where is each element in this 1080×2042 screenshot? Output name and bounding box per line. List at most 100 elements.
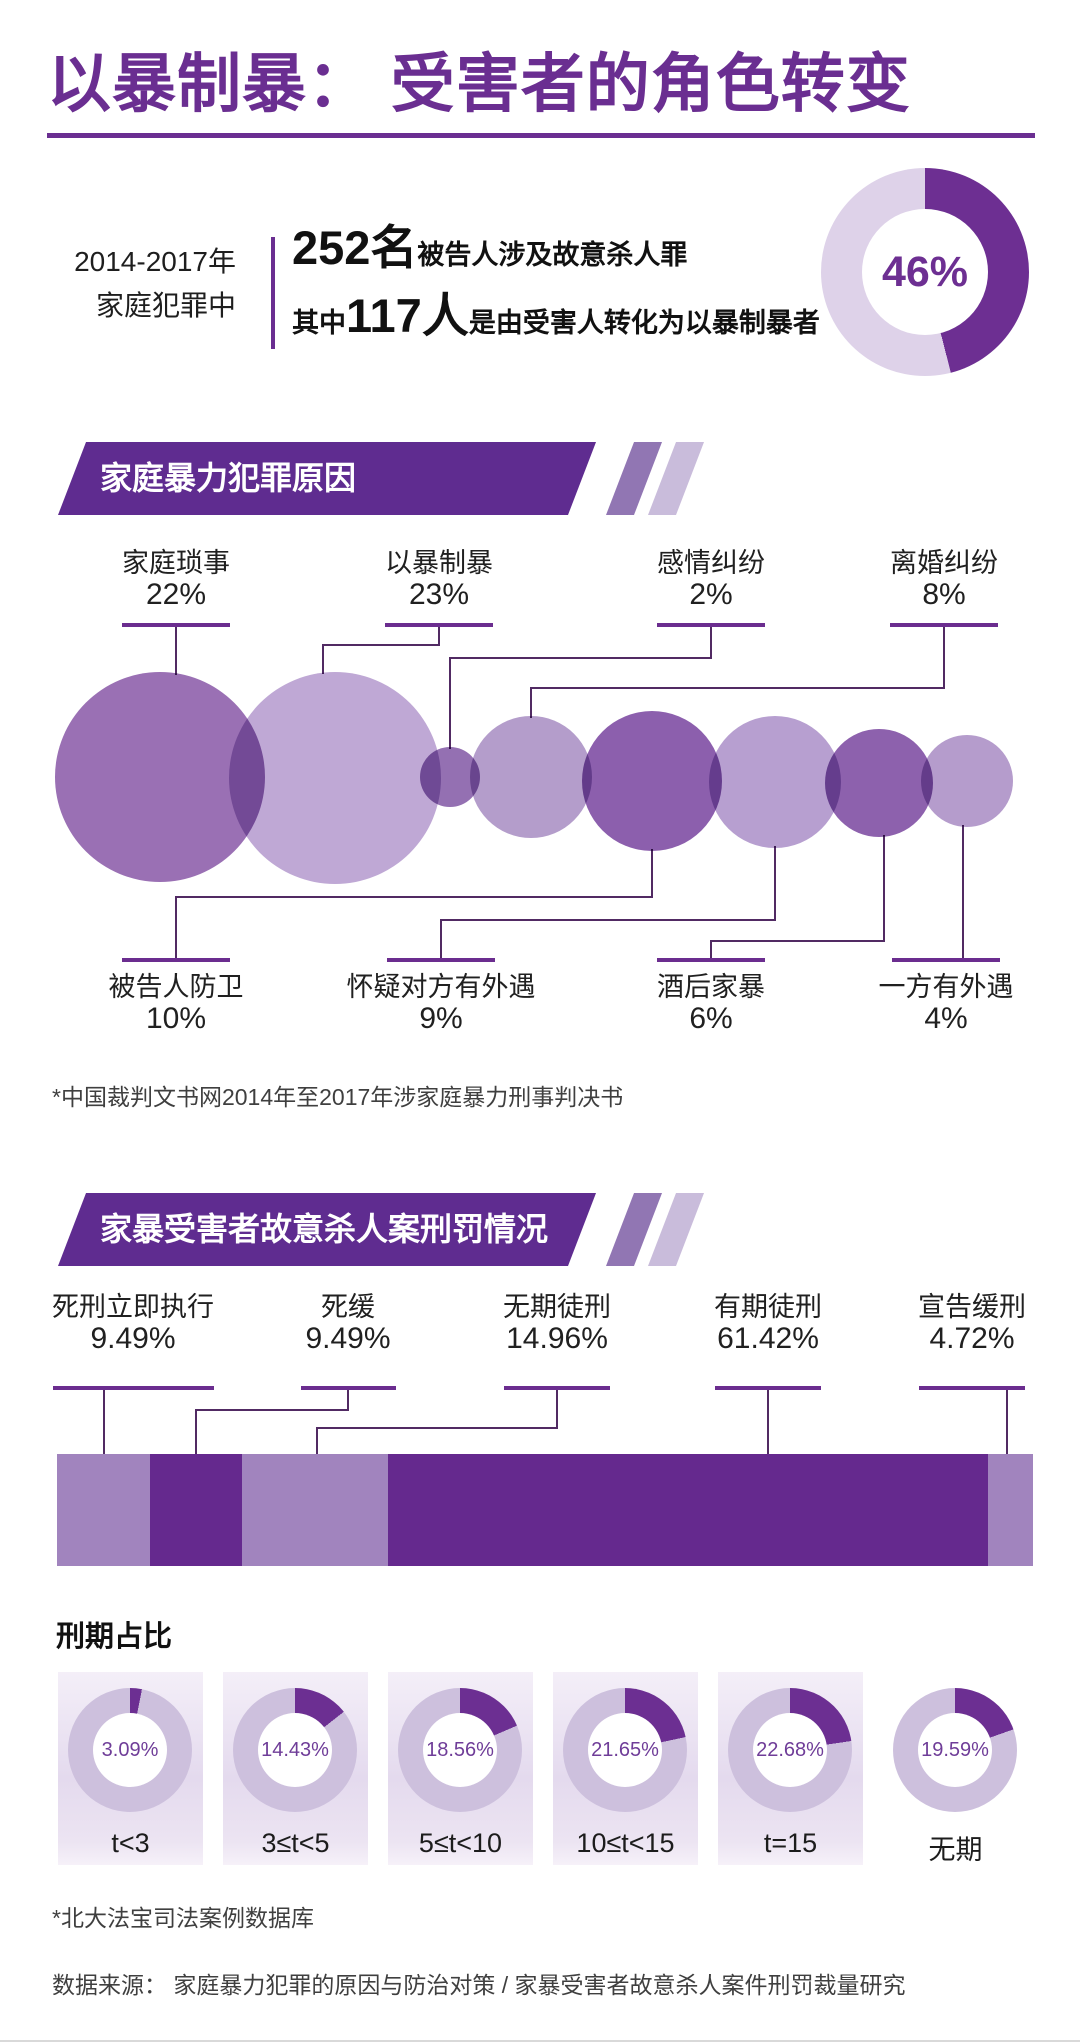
bubble-label-一方有外遇: 一方有外遇 4%: [806, 972, 1080, 1036]
bubble-connector: [774, 846, 776, 920]
bar-label-value: 9.49%: [90, 1322, 176, 1355]
bubble-connector: [530, 687, 945, 689]
bubble-label-value: 10%: [145, 1002, 207, 1035]
bar-segment-无期徒刑: [242, 1454, 389, 1566]
sentence-donut-value: 14.43%: [258, 1713, 332, 1787]
bar-label-underline: [300, 1386, 396, 1390]
sentence-tile-10≤t<15: 21.65% 10≤t<15: [553, 1672, 698, 1865]
intro-divider: [271, 237, 275, 349]
bubble-label-underline: [385, 623, 493, 627]
sentence-donut-label: 无期: [928, 1835, 983, 1865]
intro-stat-line2: 其中 117人 是由受害人转化为以暴制暴者: [292, 289, 820, 342]
bar-label-value: 61.42%: [717, 1322, 819, 1355]
bubble-label-被告人防卫: 被告人防卫 10%: [36, 972, 316, 1036]
bubble-connector: [438, 627, 440, 645]
bubble-connector: [943, 627, 945, 688]
bar-connector: [316, 1428, 318, 1454]
bubble-connector: [710, 941, 712, 958]
bar-label-有期徒刑: 有期徒刑 61.42%: [628, 1292, 908, 1356]
stat2-text: 是由受害人转化为以暴制暴者: [468, 308, 820, 338]
bar-label-宣告缓刑: 宣告缓刑 4.72%: [832, 1292, 1080, 1356]
bar-segment-死刑立即执行: [57, 1454, 150, 1566]
bar-connector: [556, 1390, 558, 1428]
bar-segment-死缓: [149, 1454, 243, 1566]
bar-segment-宣告缓刑: [987, 1454, 1033, 1566]
bar-connector: [1006, 1390, 1008, 1454]
bubble-connector: [175, 897, 177, 958]
bubble-label-value: 6%: [689, 1002, 733, 1035]
sentence-donut-3≤t<5: 14.43%: [233, 1688, 357, 1812]
intro-period: 2014-2017年 家庭犯罪中: [40, 240, 236, 328]
bubble-connector: [449, 657, 712, 659]
bubble-connector: [175, 896, 653, 898]
bubble-label-离婚纠纷: 离婚纠纷 8%: [804, 548, 1080, 612]
bubble-label-underline: [657, 958, 765, 962]
bar-label-value: 14.96%: [506, 1322, 608, 1355]
bubble-label-感情纠纷: 感情纠纷 2%: [571, 548, 851, 612]
bar-label-underline: [919, 1386, 1025, 1390]
bar-label-value: 9.49%: [305, 1322, 391, 1355]
bubble-connector: [883, 835, 885, 941]
sentence-donut-value: 3.09%: [93, 1713, 167, 1787]
bubble-label-name: 被告人防卫: [108, 972, 244, 1002]
sentence-tile-t<3: 3.09% t<3: [58, 1672, 203, 1865]
bubble-label-underline: [657, 623, 765, 627]
bubble-家庭琐事: [55, 672, 265, 882]
sentence-donut-label: 5≤t<10: [418, 1828, 503, 1858]
sentence-donut-label: t<3: [111, 1828, 150, 1858]
bubble-connector: [530, 688, 532, 718]
bar-connector: [347, 1390, 349, 1410]
intro-stats: 252名 被告人涉及故意杀人罪 其中 117人 是由受害人转化为以暴制暴者: [292, 222, 820, 342]
sentence-donut-value: 19.59%: [918, 1713, 992, 1787]
bubble-label-underline: [122, 623, 230, 627]
bubble-酒后家暴: [825, 729, 933, 837]
bubble-connector: [710, 940, 885, 942]
bubble-被告人防卫: [582, 711, 722, 851]
intro-stat-line1: 252名 被告人涉及故意杀人罪: [292, 222, 762, 274]
bubble-connector: [449, 658, 451, 749]
victims-share-donut-value: 46%: [862, 209, 988, 335]
bubble-label-name: 离婚纠纷: [890, 548, 998, 578]
sentence-donut-5≤t<10: 18.56%: [398, 1688, 522, 1812]
stat1-text: 被告人涉及故意杀人罪: [417, 240, 688, 270]
bubble-label-value: 22%: [145, 578, 207, 611]
bar-label-死缓: 死缓 9.49%: [208, 1292, 488, 1356]
sentence-donut-value: 21.65%: [588, 1713, 662, 1787]
bubble-一方有外遇: [921, 735, 1013, 827]
bar-label-underline: [715, 1386, 821, 1390]
causes-footnote: *中国裁判文书网2014年至2017年涉家庭暴力刑事判决书: [52, 1084, 624, 1110]
sentence-donut-label: 3≤t<5: [261, 1828, 330, 1858]
bar-connector: [316, 1427, 558, 1429]
bar-connector: [195, 1409, 349, 1411]
sentence-donut-label: t=15: [763, 1828, 818, 1858]
bubble-label-value: 2%: [689, 578, 733, 611]
stat2-number: 117人: [346, 289, 469, 342]
bar-label-无期徒刑: 无期徒刑 14.96%: [417, 1292, 697, 1356]
bubble-label-underline: [890, 623, 998, 627]
bar-label-underline: [504, 1386, 610, 1390]
sentence-donut-label: 10≤t<15: [576, 1828, 675, 1858]
bubble-label-怀疑对方有外遇: 怀疑对方有外遇 9%: [301, 972, 581, 1036]
bar-label-name: 无期徒刑: [503, 1292, 611, 1322]
bar-label-name: 死缓: [321, 1292, 375, 1322]
sentence-donut-t=15: 22.68%: [728, 1688, 852, 1812]
bar-label-name: 宣告缓刑: [918, 1292, 1026, 1322]
causes-banner-title: 家庭暴力犯罪原因: [100, 460, 357, 496]
bubble-label-underline: [387, 958, 495, 962]
bubble-connector: [322, 645, 324, 674]
bubble-connector: [962, 825, 964, 958]
bar-connector: [767, 1390, 769, 1454]
bubble-label-value: 9%: [419, 1002, 463, 1035]
penalty-bar: [57, 1454, 1033, 1566]
sentence-donut-t<3: 3.09%: [68, 1688, 192, 1812]
bubble-以暴制暴: [229, 672, 441, 884]
sentence-donut-value: 18.56%: [423, 1713, 497, 1787]
sentence-tile-t=15: 22.68% t=15: [718, 1672, 863, 1865]
bubble-connector: [440, 919, 776, 921]
penalty-footnote: *北大法宝司法案例数据库: [52, 1905, 314, 1931]
sentence-heading: 刑期占比: [56, 1621, 173, 1653]
intro-period-line2: 家庭犯罪中: [95, 290, 236, 321]
bar-label-underline: [52, 1386, 214, 1390]
bubble-connector: [440, 920, 442, 958]
